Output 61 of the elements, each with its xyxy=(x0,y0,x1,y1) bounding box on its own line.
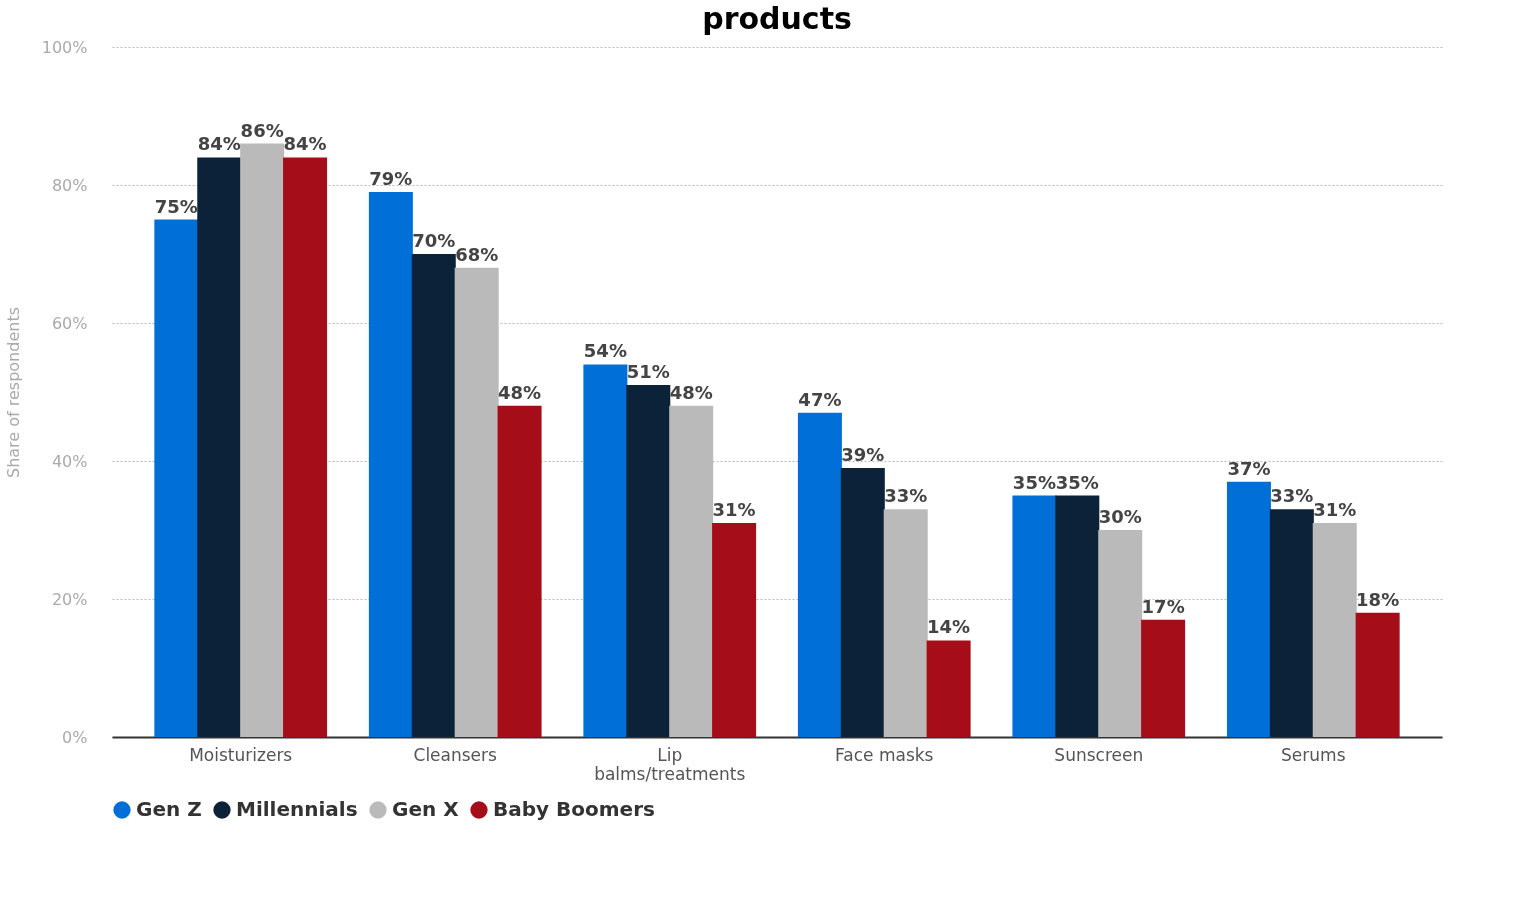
bar xyxy=(283,157,328,737)
bar xyxy=(197,157,242,737)
bar xyxy=(626,385,671,737)
data-label: 33% xyxy=(1270,485,1314,507)
bar xyxy=(926,640,971,737)
data-label: 70% xyxy=(412,230,456,251)
legend-label: Millennials xyxy=(236,797,358,821)
x-tick-label: Sunscreen xyxy=(1054,744,1144,765)
data-label: 79% xyxy=(369,167,413,189)
x-tick-label: Serums xyxy=(1281,744,1346,765)
bar xyxy=(497,405,542,737)
data-label: 51% xyxy=(626,361,670,383)
bar xyxy=(1141,619,1186,737)
bar xyxy=(411,254,456,737)
y-tick-label: 40% xyxy=(51,451,88,471)
data-label: 14% xyxy=(927,616,971,638)
y-tick-label: 80% xyxy=(51,175,88,195)
bar xyxy=(1226,481,1271,737)
data-label: 48% xyxy=(669,381,713,403)
data-label: 84% xyxy=(197,133,241,155)
legend-label: Gen Z xyxy=(136,797,202,821)
bar xyxy=(1269,509,1314,737)
data-label: 31% xyxy=(1313,499,1357,521)
y-tick-label: 20% xyxy=(51,589,88,609)
x-tick-label: Cleansers xyxy=(413,744,498,765)
bar xyxy=(154,219,199,737)
bar xyxy=(797,412,842,737)
y-tick-label: 100% xyxy=(41,37,88,57)
y-tick-label: 60% xyxy=(51,313,88,333)
data-label: 86% xyxy=(240,119,284,141)
data-label: 48% xyxy=(498,381,542,403)
data-label: 54% xyxy=(583,340,627,362)
x-tick-label: Moisturizers xyxy=(189,744,293,765)
x-tick-label: Face masks xyxy=(835,744,934,765)
data-label: 39% xyxy=(841,443,885,465)
legend-label: Gen X xyxy=(392,797,460,821)
bar xyxy=(240,143,285,737)
y-axis-title: Share of respondents xyxy=(3,306,23,479)
data-label: 47% xyxy=(798,388,842,410)
bar xyxy=(583,364,628,737)
data-label: 37% xyxy=(1227,457,1271,479)
data-label: 68% xyxy=(455,243,499,265)
bar xyxy=(840,467,885,737)
bar xyxy=(368,191,413,737)
data-label: 30% xyxy=(1098,506,1142,527)
data-label: 18% xyxy=(1356,588,1400,610)
bar xyxy=(1355,612,1400,737)
data-label: 35% xyxy=(1055,471,1099,493)
bar xyxy=(712,523,757,737)
bar xyxy=(454,267,499,737)
legend-label: Baby Boomers xyxy=(493,797,655,821)
data-label: 35% xyxy=(1012,471,1056,493)
bar xyxy=(1055,495,1100,737)
chart-title: products xyxy=(702,1,852,36)
data-label: 84% xyxy=(283,133,327,155)
data-label: 33% xyxy=(884,485,928,507)
bar xyxy=(1012,495,1057,737)
data-label: 17% xyxy=(1141,595,1185,617)
x-tick-label: Lip balms/treatments xyxy=(594,744,746,784)
data-label: 31% xyxy=(712,499,756,521)
y-tick-label: 0% xyxy=(62,727,88,747)
